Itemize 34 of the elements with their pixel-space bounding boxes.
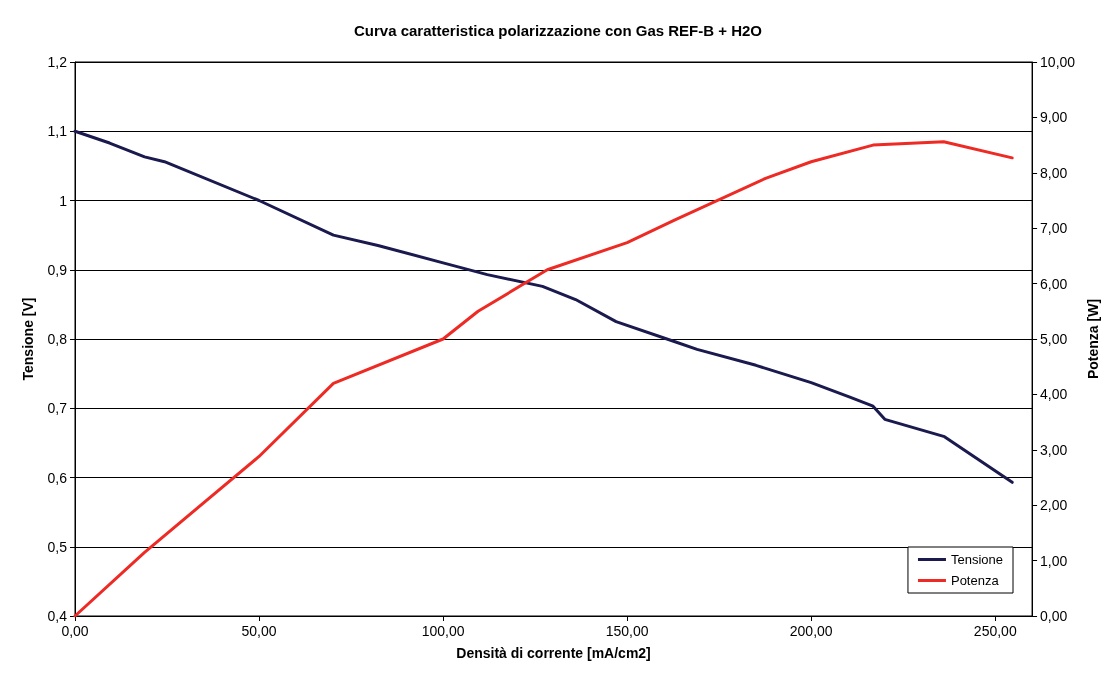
x-tick-label: 200,00 (789, 623, 833, 639)
y2-tick-label: 7,00 (1040, 220, 1068, 237)
y-tick-label: 1,1 (47, 123, 68, 140)
y-tick-label: 0,6 (47, 469, 68, 486)
y-tick-label: 0,5 (47, 538, 68, 555)
y2-tick-label: 10,00 (1040, 54, 1076, 70)
x-tick-label: 50,00 (241, 623, 277, 639)
x-axis-title: Densità di corrente [mA/cm2] (456, 645, 651, 661)
y-tick-label: 0,9 (47, 261, 68, 278)
y2-tick-label: 9,00 (1040, 109, 1068, 126)
y2-tick-label: 1,00 (1040, 552, 1068, 569)
y2-axis-title: Potenza [W] (1085, 298, 1101, 380)
y2-tick-label: 5,00 (1040, 331, 1068, 347)
line-series (73, 140, 1014, 618)
y-tick-label: 1 (59, 192, 68, 209)
chart-title: Curva caratteristica polarizzazione con Gas REF-B + H2O (353, 22, 763, 39)
x-tick-label: 100,00 (421, 623, 465, 639)
legend-label: Potenza (950, 573, 1000, 588)
y2-tick-label: 8,00 (1040, 164, 1068, 181)
y-tick-label: 0,7 (47, 400, 68, 417)
y-axis-title: Tensione [V] (20, 297, 36, 381)
line-series (73, 129, 1014, 484)
y-tick-label: 0,4 (47, 608, 68, 624)
y-tick-label: 1,2 (47, 54, 68, 70)
x-tick-label: 150,00 (605, 623, 649, 639)
y2-tick-label: 6,00 (1040, 275, 1068, 292)
y2-tick-label: 4,00 (1040, 386, 1068, 403)
y2-tick-label: 3,00 (1040, 441, 1068, 458)
y-tick-label: 0,8 (47, 331, 68, 347)
y2-tick-label: 2,00 (1040, 497, 1068, 514)
y2-tick-label: 0,00 (1040, 608, 1068, 624)
legend-label: Tensione (950, 552, 1004, 567)
x-tick-label: 0,00 (61, 623, 89, 639)
x-tick-label: 250,00 (973, 623, 1017, 639)
